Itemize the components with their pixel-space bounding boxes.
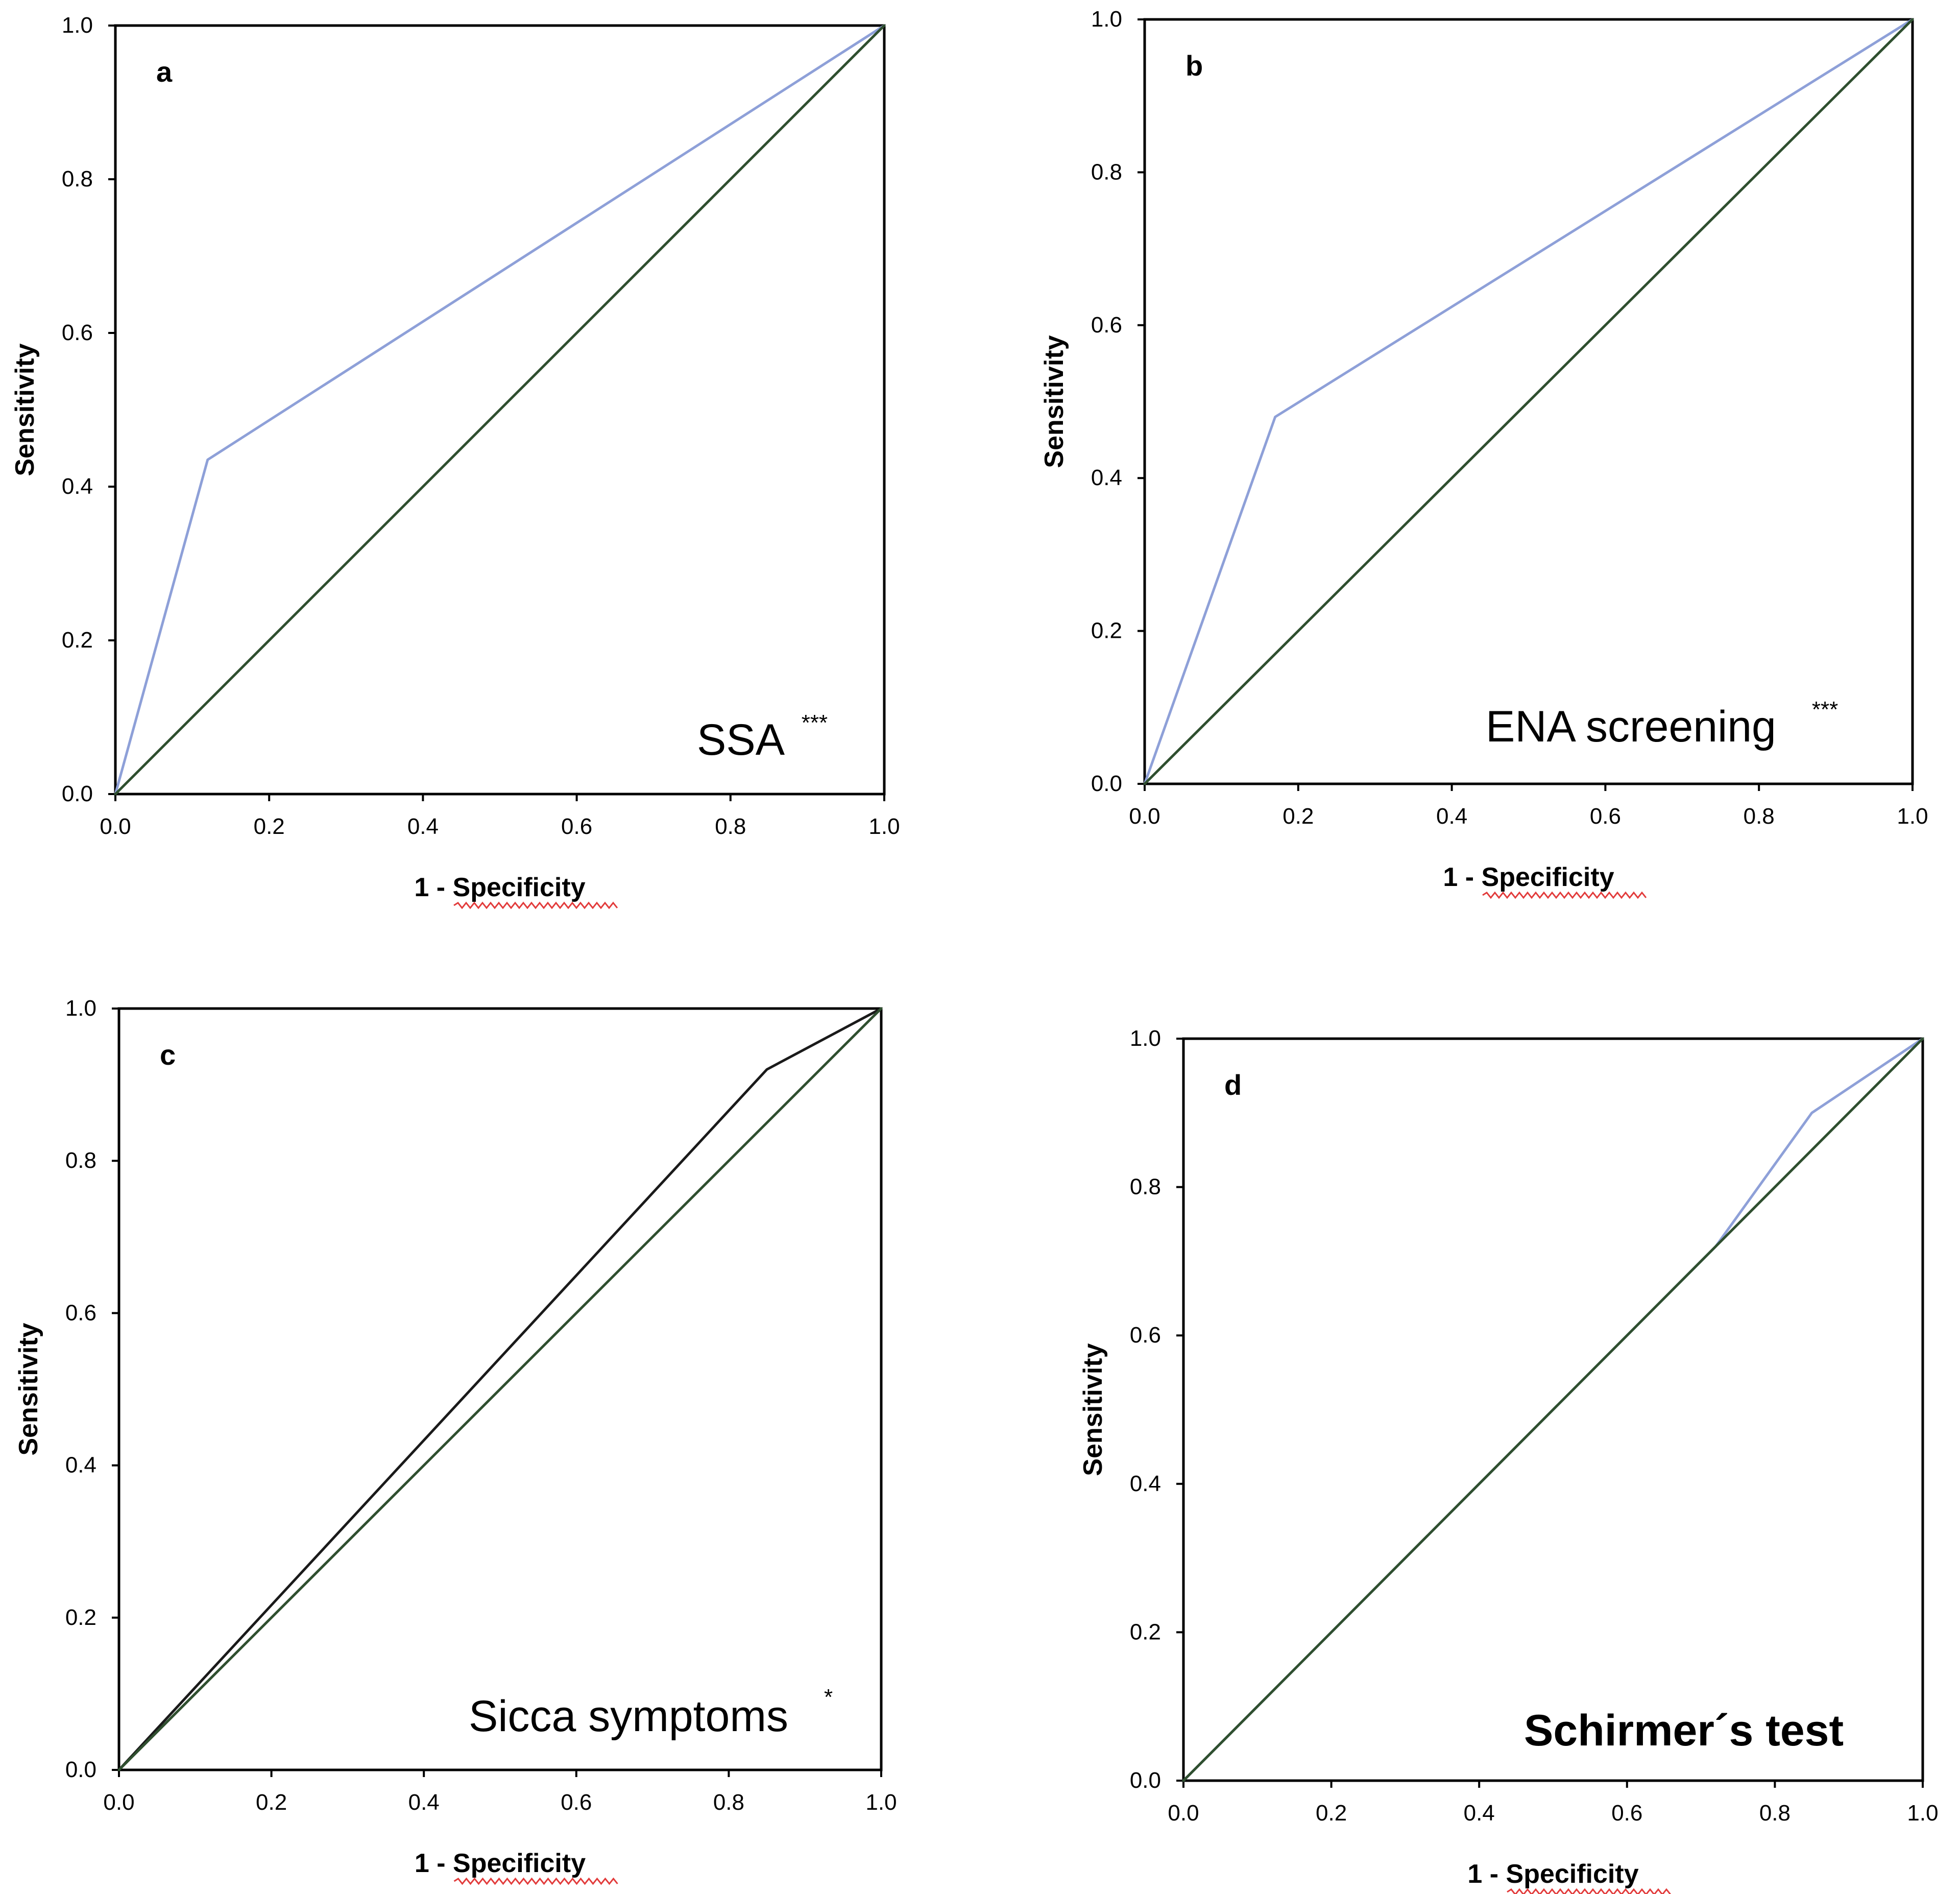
- y-axis-label: Sensitivity: [1039, 335, 1069, 468]
- panel-letter: a: [156, 56, 173, 88]
- y-tick-label: 0.4: [1130, 1471, 1161, 1496]
- x-tick-label: 0.0: [100, 814, 131, 839]
- roc-panel-b: 0.0 0.2 0.4 0.6 0.8 1.0 0.0 0.2 0.4 0.6 0.8 1.0 1 - …: [1039, 7, 1928, 899]
- roc-curve-line: [1143, 18, 1914, 785]
- spellcheck-underline: [453, 1877, 618, 1885]
- y-tick-label: 1.0: [65, 996, 96, 1021]
- spellcheck-underline: [1507, 1888, 1672, 1894]
- y-tick-label: 0.0: [1091, 771, 1122, 796]
- y-tick-label: 0.8: [1130, 1174, 1161, 1200]
- y-tick-label: 0.2: [62, 628, 93, 653]
- significance-marker: ***: [1812, 697, 1838, 722]
- y-tick-label: 0.8: [1091, 159, 1122, 184]
- roc-curve-line: [117, 1007, 883, 1771]
- y-tick-label: 0.6: [1130, 1323, 1161, 1348]
- x-tick-label: 0.8: [1759, 1801, 1790, 1826]
- roc-panel-a: 0.0 0.2 0.4 0.6 0.8 1.0 0.0 0.2 0.4 0.6 0.8 1.0 1 - …: [10, 13, 900, 909]
- test-name-label: Schirmer´s test: [1524, 1706, 1844, 1755]
- y-tick-label: 0.0: [65, 1757, 96, 1782]
- y-tick-label: 0.2: [65, 1605, 96, 1630]
- spellcheck-underline: [453, 901, 618, 909]
- y-tick-label: 0.4: [1091, 465, 1122, 490]
- y-tick-label: 0.8: [62, 166, 93, 191]
- x-axis-label: 1 - Specificity: [1443, 862, 1614, 892]
- x-tick-label: 0.2: [256, 1790, 287, 1815]
- y-tick-label: 0.4: [65, 1453, 96, 1478]
- y-tick-label: 0.4: [62, 474, 93, 499]
- y-axis-label: Sensitivity: [10, 343, 40, 476]
- significance-marker: ***: [802, 710, 828, 735]
- y-tick-label: 0.0: [1130, 1768, 1161, 1793]
- x-tick-label: 0.0: [1168, 1801, 1199, 1826]
- x-axis-label: 1 - Specificity: [414, 873, 585, 902]
- plot-frame: [1143, 18, 1914, 785]
- y-tick-label: 0.0: [62, 781, 93, 806]
- test-name-label: SSA: [697, 715, 785, 764]
- y-tick-label: 1.0: [1130, 1026, 1161, 1051]
- x-tick-label: 0.2: [254, 814, 285, 839]
- y-tick-label: 0.6: [62, 320, 93, 345]
- reference-diagonal-line: [1182, 1037, 1924, 1782]
- reference-diagonal-line: [117, 1007, 883, 1771]
- y-tick-label: 0.6: [65, 1300, 96, 1325]
- x-tick-label: 0.4: [407, 814, 439, 839]
- x-tick-label: 0.8: [713, 1790, 744, 1815]
- roc-panel-d: 0.0 0.2 0.4 0.6 0.8 1.0 0.0 0.2 0.4 0.6 0.8 1.0 1 - …: [1078, 1026, 1939, 1894]
- test-name-label: ENA screening: [1486, 702, 1776, 751]
- y-axis-label: Sensitivity: [14, 1323, 43, 1455]
- x-tick-label: 0.6: [561, 1790, 592, 1815]
- reference-diagonal-line: [1143, 18, 1914, 785]
- x-tick-label: 1.0: [865, 1790, 897, 1815]
- plot-frame: [117, 1007, 883, 1771]
- x-tick-label: 0.0: [1129, 804, 1160, 829]
- y-tick-label: 0.8: [65, 1148, 96, 1173]
- panel-letter: d: [1224, 1069, 1242, 1101]
- panel-letter: b: [1185, 50, 1203, 82]
- y-tick-label: 1.0: [1091, 7, 1122, 32]
- x-tick-label: 0.4: [1464, 1801, 1495, 1826]
- x-axis-label: 1 - Specificity: [1467, 1859, 1638, 1889]
- y-axis-label: Sensitivity: [1078, 1343, 1108, 1476]
- x-tick-label: 0.8: [1744, 804, 1775, 829]
- x-tick-label: 0.6: [1590, 804, 1621, 829]
- roc-curve-line: [114, 24, 886, 796]
- x-tick-label: 0.6: [561, 814, 592, 839]
- x-tick-label: 0.6: [1611, 1801, 1642, 1826]
- x-tick-label: 1.0: [1897, 804, 1928, 829]
- reference-diagonal-line: [114, 24, 886, 796]
- plot-frame: [114, 24, 886, 796]
- x-tick-label: 0.4: [1436, 804, 1467, 829]
- x-axis-label: 1 - Specificity: [415, 1849, 586, 1878]
- x-tick-label: 0.0: [103, 1790, 134, 1815]
- x-tick-label: 1.0: [868, 814, 900, 839]
- x-tick-label: 0.4: [408, 1790, 440, 1815]
- y-tick-label: 1.0: [62, 13, 93, 38]
- y-tick-label: 0.2: [1130, 1619, 1161, 1644]
- spellcheck-underline: [1482, 891, 1647, 899]
- significance-marker: *: [824, 1685, 833, 1710]
- y-tick-label: 0.6: [1091, 313, 1122, 338]
- roc-panel-c: 0.0 0.2 0.4 0.6 0.8 1.0 0.0 0.2 0.4 0.6 0.8 1.0 1 - …: [14, 996, 897, 1885]
- y-tick-label: 0.2: [1091, 618, 1122, 643]
- test-name-label: Sicca symptoms: [469, 1692, 788, 1741]
- x-tick-label: 1.0: [1907, 1801, 1938, 1826]
- x-tick-label: 0.8: [715, 814, 746, 839]
- plot-frame: [1182, 1037, 1924, 1782]
- x-tick-label: 0.2: [1316, 1801, 1347, 1826]
- panel-letter: c: [160, 1039, 176, 1071]
- x-tick-label: 0.2: [1283, 804, 1314, 829]
